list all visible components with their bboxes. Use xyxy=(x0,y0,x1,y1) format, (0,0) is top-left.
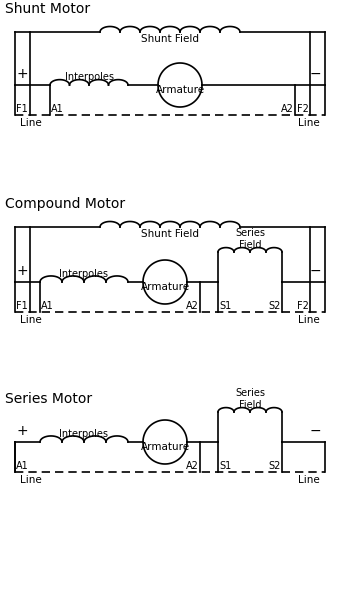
Text: Interpoles: Interpoles xyxy=(59,429,108,439)
Text: +: + xyxy=(17,424,29,438)
Text: Line: Line xyxy=(298,118,320,128)
Text: A1: A1 xyxy=(51,104,64,114)
Text: A1: A1 xyxy=(41,301,54,311)
Text: Line: Line xyxy=(298,315,320,325)
Text: Armature: Armature xyxy=(155,85,205,95)
Text: Compound Motor: Compound Motor xyxy=(5,197,125,211)
Text: S2: S2 xyxy=(269,461,281,471)
Text: A2: A2 xyxy=(281,104,294,114)
Text: Line: Line xyxy=(20,475,42,485)
Text: +: + xyxy=(17,67,29,81)
Text: Line: Line xyxy=(20,315,42,325)
Text: S2: S2 xyxy=(269,301,281,311)
Text: Shunt Field: Shunt Field xyxy=(141,229,199,239)
Text: Series
Field: Series Field xyxy=(235,388,265,410)
Text: −: − xyxy=(309,264,321,278)
Text: F2: F2 xyxy=(297,301,309,311)
Text: F1: F1 xyxy=(16,104,28,114)
Text: S1: S1 xyxy=(219,461,231,471)
Text: Armature: Armature xyxy=(140,442,190,452)
Text: Series
Field: Series Field xyxy=(235,228,265,250)
Text: Line: Line xyxy=(20,118,42,128)
Text: Series Motor: Series Motor xyxy=(5,392,92,406)
Text: Interpoles: Interpoles xyxy=(59,269,108,279)
Text: Line: Line xyxy=(298,475,320,485)
Text: +: + xyxy=(17,264,29,278)
Text: A2: A2 xyxy=(186,301,199,311)
Text: F2: F2 xyxy=(297,104,309,114)
Text: A2: A2 xyxy=(186,461,199,471)
Text: F1: F1 xyxy=(16,301,28,311)
Text: Interpoles: Interpoles xyxy=(65,72,114,82)
Text: S1: S1 xyxy=(219,301,231,311)
Text: Shunt Field: Shunt Field xyxy=(141,34,199,44)
Text: Armature: Armature xyxy=(140,282,190,292)
Text: A1: A1 xyxy=(16,461,29,471)
Text: −: − xyxy=(309,424,321,438)
Text: Shunt Motor: Shunt Motor xyxy=(5,2,90,16)
Text: −: − xyxy=(309,67,321,81)
